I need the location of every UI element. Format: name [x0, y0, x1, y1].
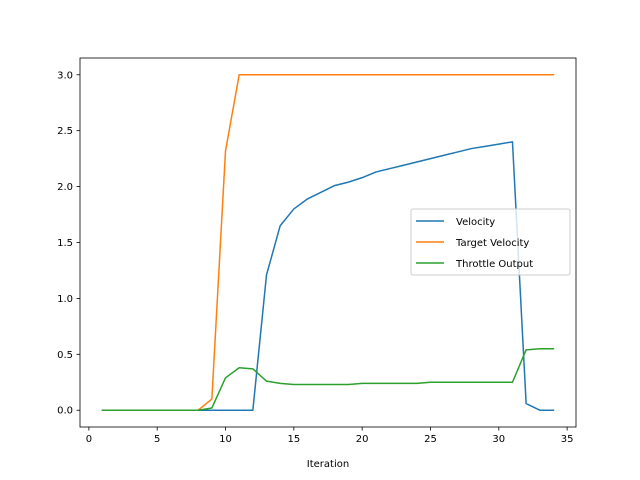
x-tick-label: 30	[492, 434, 505, 445]
x-tick-label: 5	[154, 434, 160, 445]
x-tick-label: 0	[86, 434, 92, 445]
x-tick-label: 10	[219, 434, 232, 445]
y-tick-label: 0.5	[57, 350, 73, 361]
x-axis-ticks: 0 5 10 15 20 25 30 35	[86, 427, 574, 445]
x-tick-label: 25	[424, 434, 437, 445]
y-tick-label: 2.5	[57, 126, 73, 137]
series-line-throttle-output	[101, 347, 555, 411]
legend-label-velocity: Velocity	[456, 217, 495, 228]
x-tick-label: 20	[356, 434, 369, 445]
legend-box	[410, 208, 571, 276]
y-tick-label: 1.5	[57, 238, 73, 249]
legend: Velocity Target Velocity Throttle Output	[410, 208, 571, 276]
legend-label-throttle-output: Throttle Output	[455, 259, 533, 270]
y-tick-label: 1.0	[57, 294, 73, 305]
y-tick-label: 2.0	[57, 182, 73, 193]
legend-label-target-velocity: Target Velocity	[455, 238, 529, 249]
y-axis-ticks: 0.0 0.5 1.0 1.5 2.0 2.5 3.0	[57, 70, 80, 417]
y-tick-label: 0.0	[57, 406, 73, 417]
x-tick-label: 35	[561, 434, 574, 445]
plot-lines	[101, 74, 555, 411]
x-tick-label: 15	[287, 434, 300, 445]
y-tick-label: 3.0	[57, 70, 73, 81]
x-axis-label: Iteration	[307, 459, 349, 470]
